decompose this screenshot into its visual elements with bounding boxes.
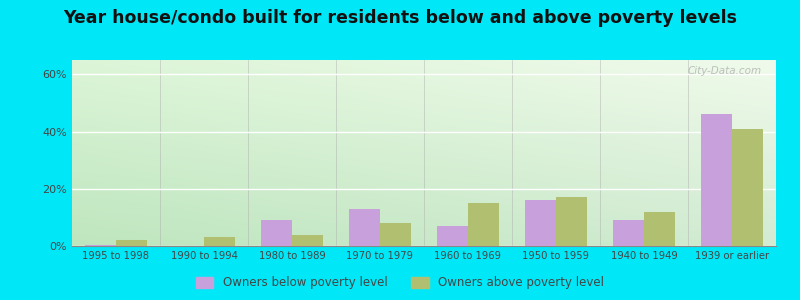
Bar bbox=[701, 114, 732, 246]
Bar bbox=[556, 197, 586, 246]
Text: City-Data.com: City-Data.com bbox=[688, 66, 762, 76]
Bar bbox=[116, 240, 147, 246]
Bar bbox=[292, 235, 323, 246]
Bar bbox=[380, 223, 411, 246]
Bar bbox=[350, 209, 380, 246]
Bar bbox=[468, 203, 499, 246]
Legend: Owners below poverty level, Owners above poverty level: Owners below poverty level, Owners above… bbox=[191, 272, 609, 294]
Bar bbox=[86, 244, 116, 246]
Text: Year house/condo built for residents below and above poverty levels: Year house/condo built for residents bel… bbox=[63, 9, 737, 27]
Bar bbox=[526, 200, 556, 246]
Bar bbox=[438, 226, 468, 246]
Bar bbox=[261, 220, 292, 246]
Bar bbox=[644, 212, 674, 246]
Bar bbox=[614, 220, 644, 246]
Bar bbox=[204, 237, 235, 246]
Bar bbox=[732, 129, 763, 246]
